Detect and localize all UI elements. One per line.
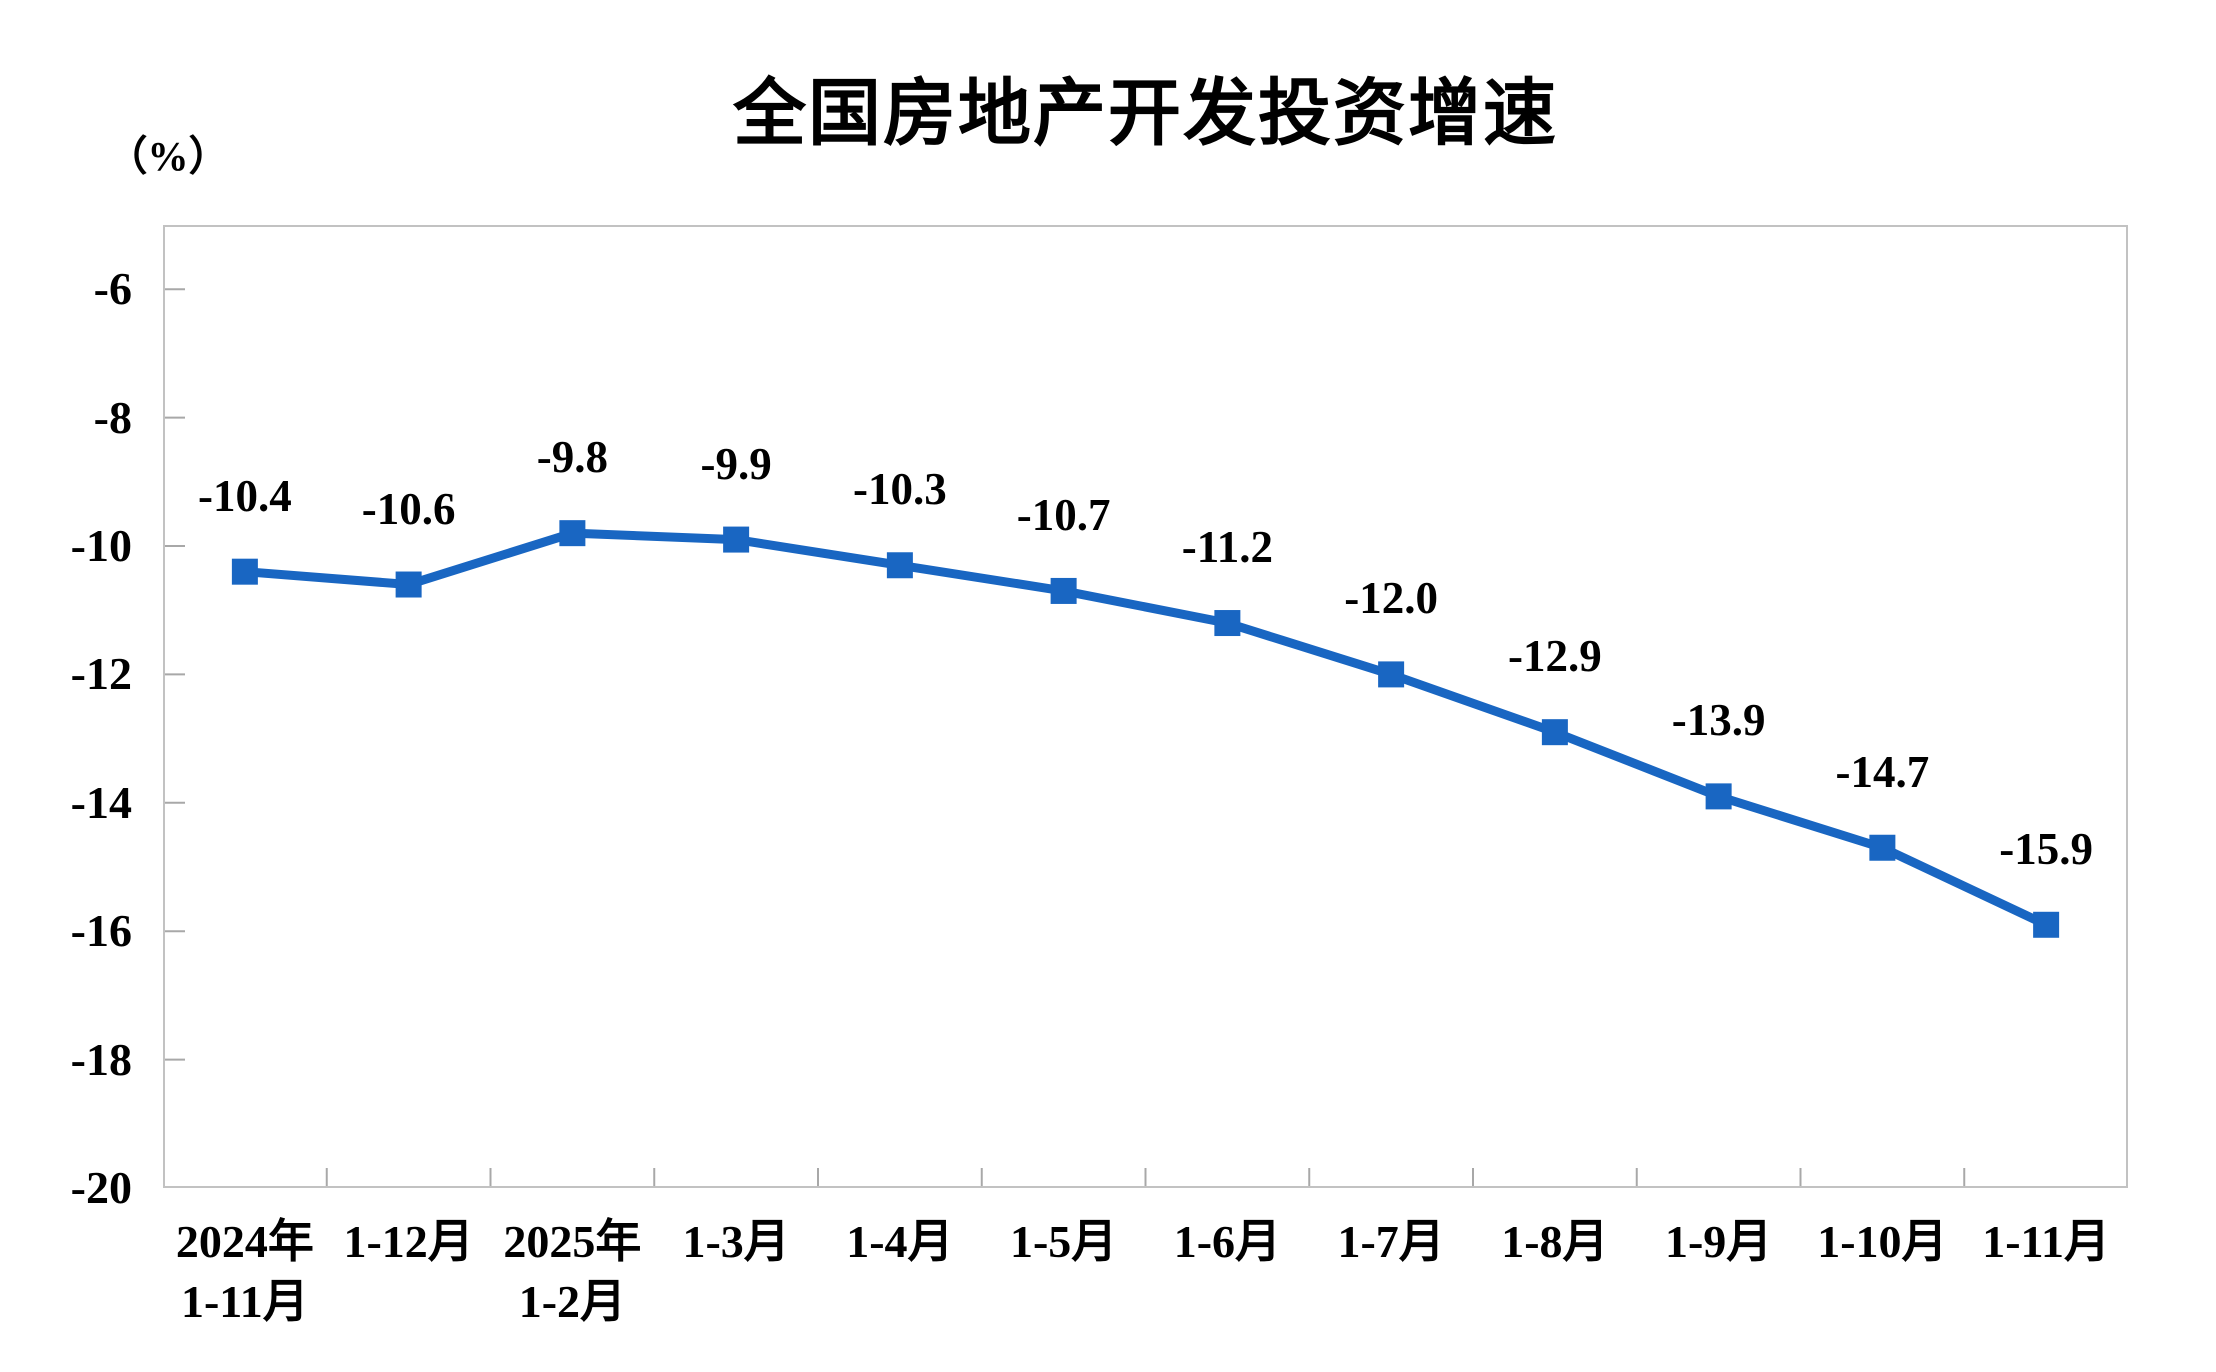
y-axis-unit-label: （%）	[106, 133, 230, 179]
data-point-label: -9.9	[700, 438, 772, 489]
data-point-marker	[231, 558, 258, 585]
data-point-label: -12.0	[1344, 573, 1438, 624]
data-point-marker	[723, 526, 750, 553]
data-point-marker	[1705, 783, 1732, 810]
x-tick-label: 1-9月	[1664, 1216, 1773, 1267]
data-point-label: -12.9	[1508, 631, 1602, 682]
data-point-marker	[559, 520, 586, 547]
y-tick-label: -14	[70, 776, 132, 828]
data-point-marker	[1214, 610, 1241, 637]
data-point-label: -13.9	[1671, 695, 1766, 746]
y-tick-label: -6	[93, 263, 132, 315]
data-point-label: -10.3	[853, 464, 947, 515]
y-tick-label: -12	[70, 648, 132, 700]
y-tick-label: -16	[70, 905, 132, 957]
data-point-marker	[886, 552, 913, 579]
data-point-marker	[1869, 834, 1896, 861]
x-tick-label: 1-7月	[1337, 1216, 1445, 1267]
data-point-marker	[395, 571, 422, 598]
data-point-marker	[1050, 577, 1077, 604]
data-point-label: -10.7	[1016, 489, 1111, 540]
data-point-marker	[1378, 661, 1405, 688]
data-line	[240, 528, 2051, 930]
x-tick-label: 1-6月	[1173, 1216, 1282, 1267]
data-point-label: -15.9	[1999, 823, 2093, 874]
data-point-marker	[2033, 911, 2060, 938]
chart-title: 全国房地产开发投资增速	[733, 73, 1558, 154]
x-tick-label: 1-8月	[1501, 1216, 1609, 1267]
x-tick-label: 2025年 1-2月	[503, 1216, 642, 1327]
data-point-label: -14.7	[1835, 746, 1930, 797]
x-tick-label: 1-12月	[343, 1216, 474, 1267]
x-tick-label: 1-11月	[1982, 1216, 2111, 1267]
y-tick-label: -8	[93, 391, 132, 443]
data-point-marker	[1541, 719, 1568, 746]
x-tick-label: 1-5月	[1009, 1216, 1118, 1267]
data-point-label: -10.4	[198, 470, 292, 521]
y-tick-label: -18	[70, 1033, 132, 1085]
y-tick-label: -10	[70, 520, 132, 571]
data-point-label: -9.8	[536, 432, 608, 483]
data-point-label: -10.6	[361, 483, 456, 534]
x-tick-label: 1-3月	[682, 1216, 790, 1267]
plot-area	[163, 225, 2128, 1188]
x-tick-label: 1-10月	[1817, 1216, 1948, 1267]
data-point-label: -11.2	[1181, 522, 1273, 573]
x-tick-label: 1-4月	[846, 1216, 954, 1267]
y-tick-label: -20	[70, 1162, 132, 1213]
x-tick-label: 2024年 1-11月	[175, 1216, 314, 1327]
